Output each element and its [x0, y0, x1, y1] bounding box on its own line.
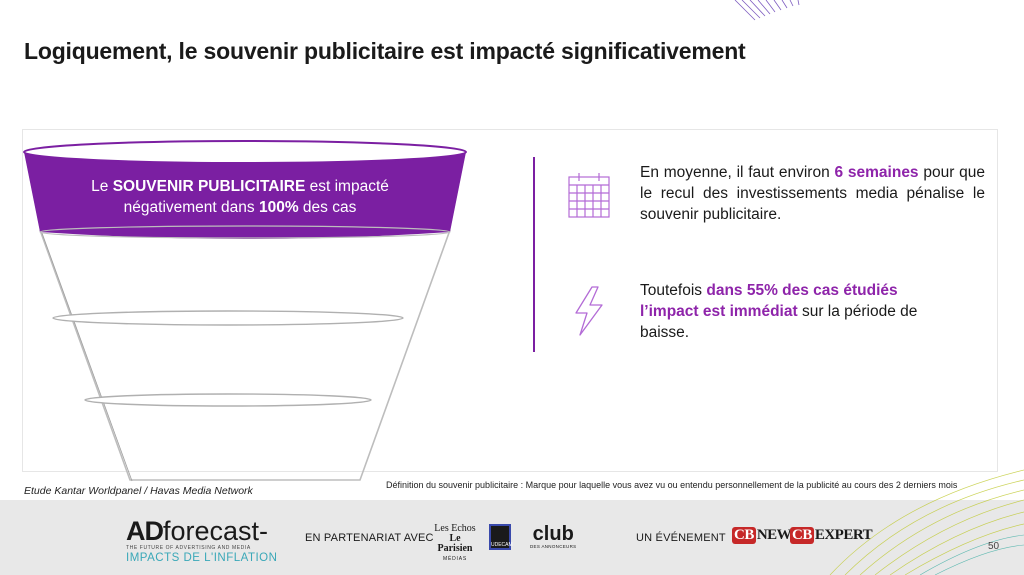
logo-tagline: THE FUTURE OF ADVERTISING AND MEDIA: [126, 545, 251, 551]
funnel-diagram: [23, 140, 467, 482]
funnel-top-band: [24, 142, 466, 239]
slide: Logiquement, le souvenir publicitaire es…: [0, 0, 1024, 500]
separator-line: [533, 157, 535, 352]
funnel-ring-2: [52, 310, 404, 326]
funnel-ring-3: [84, 393, 372, 407]
funnel-top-ring: [23, 140, 467, 164]
content-frame: [22, 129, 998, 472]
adforecast-logo: ADforecast- THE FUTURE OF ADVERTISING AN…: [126, 516, 277, 564]
event-label: UN ÉVÉNEMENT: [636, 532, 726, 544]
logo-ad: AD: [126, 516, 164, 546]
page-title: Logiquement, le souvenir publicitaire es…: [24, 38, 746, 64]
lightning-icon: [575, 286, 603, 336]
udecam-logo: UDECAM: [489, 524, 513, 550]
source-note: Etude Kantar Worldpanel / Havas Media Ne…: [24, 485, 253, 497]
cbexpert-logo: CB EXPERT: [790, 527, 873, 544]
partner-label: EN PARTENARIAT AVEC: [305, 532, 434, 544]
page-number: 50: [988, 541, 1000, 552]
logo-forecast: forecast-: [163, 516, 269, 546]
point-2-text: Toutefois dans 55% des cas étudiés l’imp…: [640, 282, 918, 341]
funnel-top-text: Le SOUVENIR PUBLICITAIRE est impacté nég…: [91, 178, 389, 216]
logo-subtitle: IMPACTS DE L'INFLATION: [126, 552, 278, 564]
cbnews-logo: CB NEWS: [732, 527, 800, 544]
point-1-text: En moyenne, il faut environ 6 semaines p…: [640, 164, 986, 223]
club-annonceurs-logo: club DES ANNONCEURS: [530, 523, 577, 549]
definition-note: Définition du souvenir publicitaire : Ma…: [386, 480, 958, 490]
lesechos-parisien-logo: Les Echos Le Parisien MÉDIAS: [434, 523, 476, 563]
calendar-icon: [568, 173, 610, 218]
